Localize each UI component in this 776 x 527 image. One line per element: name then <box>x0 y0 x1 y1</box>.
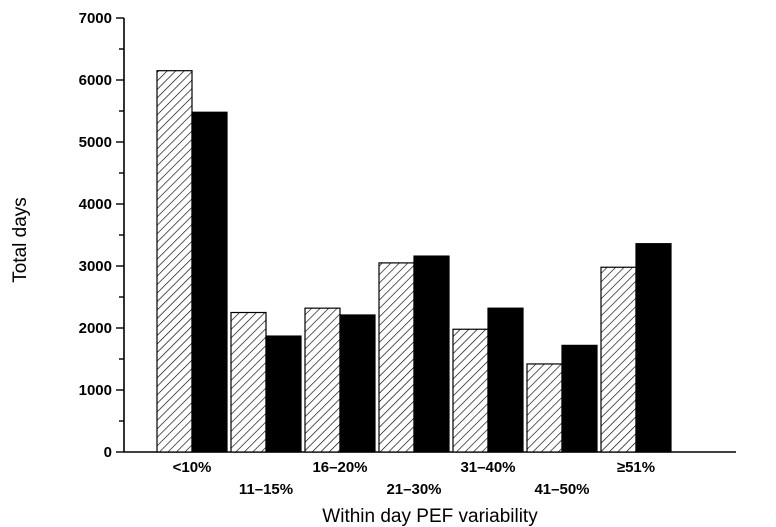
y-tick-label: 1000 <box>79 382 112 399</box>
y-tick-label: 7000 <box>79 10 112 27</box>
bar-hatched <box>526 363 563 453</box>
y-tick-label: 5000 <box>79 134 112 151</box>
bar-solid <box>413 255 450 453</box>
x-tick-label: ≥51% <box>617 459 655 476</box>
x-tick-label: 11–15% <box>239 481 293 498</box>
x-axis-title: Within day PEF variability <box>322 506 538 527</box>
bar-solid <box>487 307 524 453</box>
bar-solid <box>561 344 598 453</box>
x-tick-label: 31–40% <box>460 459 515 476</box>
x-tick-label: <10% <box>173 459 212 476</box>
bar-hatched <box>452 328 489 453</box>
bar-solid <box>339 314 376 453</box>
bar-hatched <box>304 307 341 453</box>
x-tick-label: 41–50% <box>534 481 589 498</box>
bar-hatched <box>600 266 637 453</box>
bar-solid <box>191 111 228 453</box>
bar-solid <box>265 335 302 453</box>
bars <box>156 70 672 453</box>
bar-solid <box>635 243 672 453</box>
y-tick-label: 6000 <box>79 72 112 89</box>
y-tick-label: 2000 <box>79 320 112 337</box>
x-tick-label: 21–30% <box>386 481 441 498</box>
labels: 0 1000 2000 3000 4000 5000 6000 7000 <10% 11–15% 1… <box>79 10 656 498</box>
bar-hatched <box>230 311 267 453</box>
y-tick-label: 4000 <box>79 196 112 213</box>
y-tick-label: 3000 <box>79 258 112 275</box>
bar-hatched <box>378 262 415 453</box>
y-tick-label: 0 <box>104 444 112 461</box>
x-tick-label: 16–20% <box>312 459 367 476</box>
y-axis-title: Total days <box>10 197 31 283</box>
bar-hatched <box>156 70 193 453</box>
